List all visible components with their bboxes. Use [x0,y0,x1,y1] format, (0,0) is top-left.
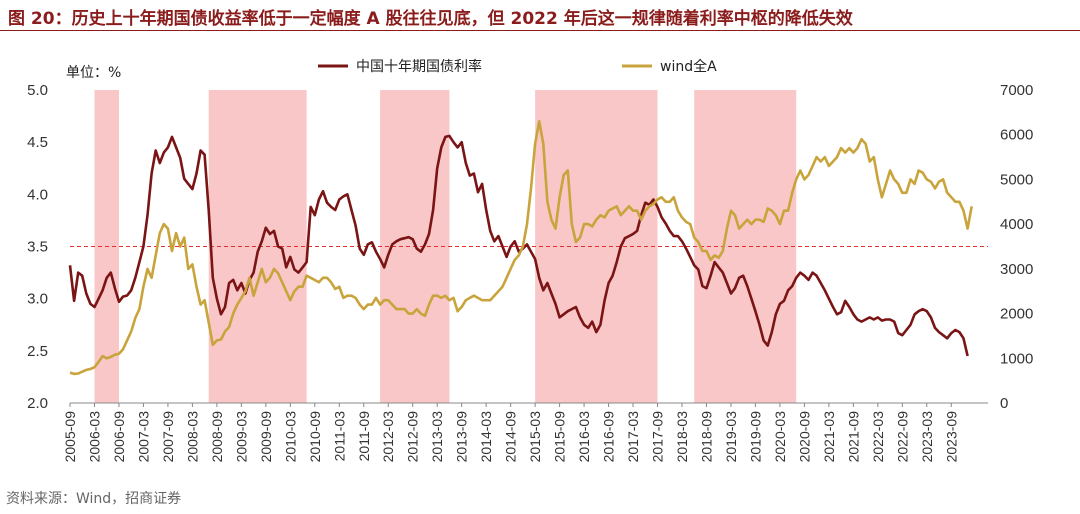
x-tick-label: 2006-09 [111,411,127,463]
x-tick-label: 2016-09 [601,411,617,463]
x-tick-label: 2010-03 [282,411,298,463]
right-tick-label: 6000 [1000,127,1033,144]
x-tick-label: 2014-03 [478,411,494,463]
x-tick-label: 2011-03 [331,411,347,462]
unit-label: 单位：% [66,65,121,81]
x-tick-label: 2005-09 [62,411,78,463]
left-tick-label: 4.0 [27,186,48,203]
right-tick-label: 2000 [1000,306,1033,323]
x-tick-label: 2008-03 [184,411,200,463]
x-tick-label: 2010-09 [307,411,323,463]
x-tick-label: 2017-09 [650,411,666,463]
left-tick-label: 4.5 [27,134,48,151]
right-tick-label: 3000 [1000,261,1033,278]
x-tick-label: 2007-09 [160,411,176,463]
right-tick-label: 5000 [1000,171,1033,188]
x-tick-label: 2015-09 [552,411,568,463]
right-axis: 0 1000 2000 3000 4000 5000 6000 7000 [1000,82,1033,412]
wind-a-line [69,120,973,376]
x-tick-label: 2008-09 [209,411,225,463]
x-tick-label: 2019-09 [747,411,763,463]
x-tick-label: 2015-03 [527,411,543,463]
x-tick-label: 2023-03 [919,411,935,463]
x-tick-label: 2006-03 [86,411,102,463]
x-tick-label: 2009-09 [258,411,274,463]
x-tick-label: 2023-09 [943,411,959,463]
left-tick-label: 2.5 [27,343,48,360]
x-tick-label: 2019-03 [723,411,739,463]
x-tick-label: 2012-09 [405,411,421,463]
x-tick-label: 2013-09 [454,411,470,463]
x-tick-label: 2016-03 [576,411,592,463]
series-lines [68,120,973,376]
shaded-period [208,90,307,403]
x-tick-label: 2011-09 [356,411,372,462]
right-tick-label: 1000 [1000,350,1033,367]
x-tick-label: 2014-09 [503,411,519,463]
legend-label: 中国十年期国债利率 [356,58,482,75]
x-axis: 2005-09 2006-03 2006-09 2007-03 2007-09 2008-… [62,402,988,463]
x-tick-label: 2020-09 [796,411,812,463]
left-tick-label: 3.5 [27,239,48,256]
right-tick-label: 4000 [1000,216,1033,233]
right-tick-label: 0 [1000,395,1008,412]
legend-label: wind全A [660,58,717,75]
x-tick-label: 2022-09 [894,411,910,463]
x-tick-label: 2022-03 [870,411,886,463]
x-tick-label: 2018-03 [674,411,690,463]
x-tick-label: 2009-03 [233,411,249,463]
x-tick-label: 2013-03 [429,411,445,463]
source-note: 资料来源：Wind，招商证券 [6,491,182,507]
x-tick-label: 2020-03 [772,411,788,463]
x-tick-label: 2021-03 [821,411,837,463]
bond-yield-line [68,134,969,357]
x-tick-label: 2018-09 [698,411,714,463]
left-tick-label: 2.0 [27,395,48,412]
chart-title: 图 20：历史上十年期国债收益率低于一定幅度 A 股往往见底，但 2022 年后… [8,9,853,29]
x-tick-label: 2007-03 [135,411,151,463]
x-tick-label: 2012-03 [380,411,396,463]
x-tick-label: 2017-03 [625,411,641,463]
right-tick-label: 7000 [1000,82,1033,99]
x-tick-label: 2021-09 [845,411,861,463]
left-axis: 2.0 2.5 3.0 3.5 4.0 4.5 5.0 [27,82,48,412]
title-divider [0,30,1080,31]
legend: 中国十年期国债利率 wind全A [318,58,717,75]
left-tick-label: 3.0 [27,291,48,308]
left-tick-label: 5.0 [27,82,48,99]
